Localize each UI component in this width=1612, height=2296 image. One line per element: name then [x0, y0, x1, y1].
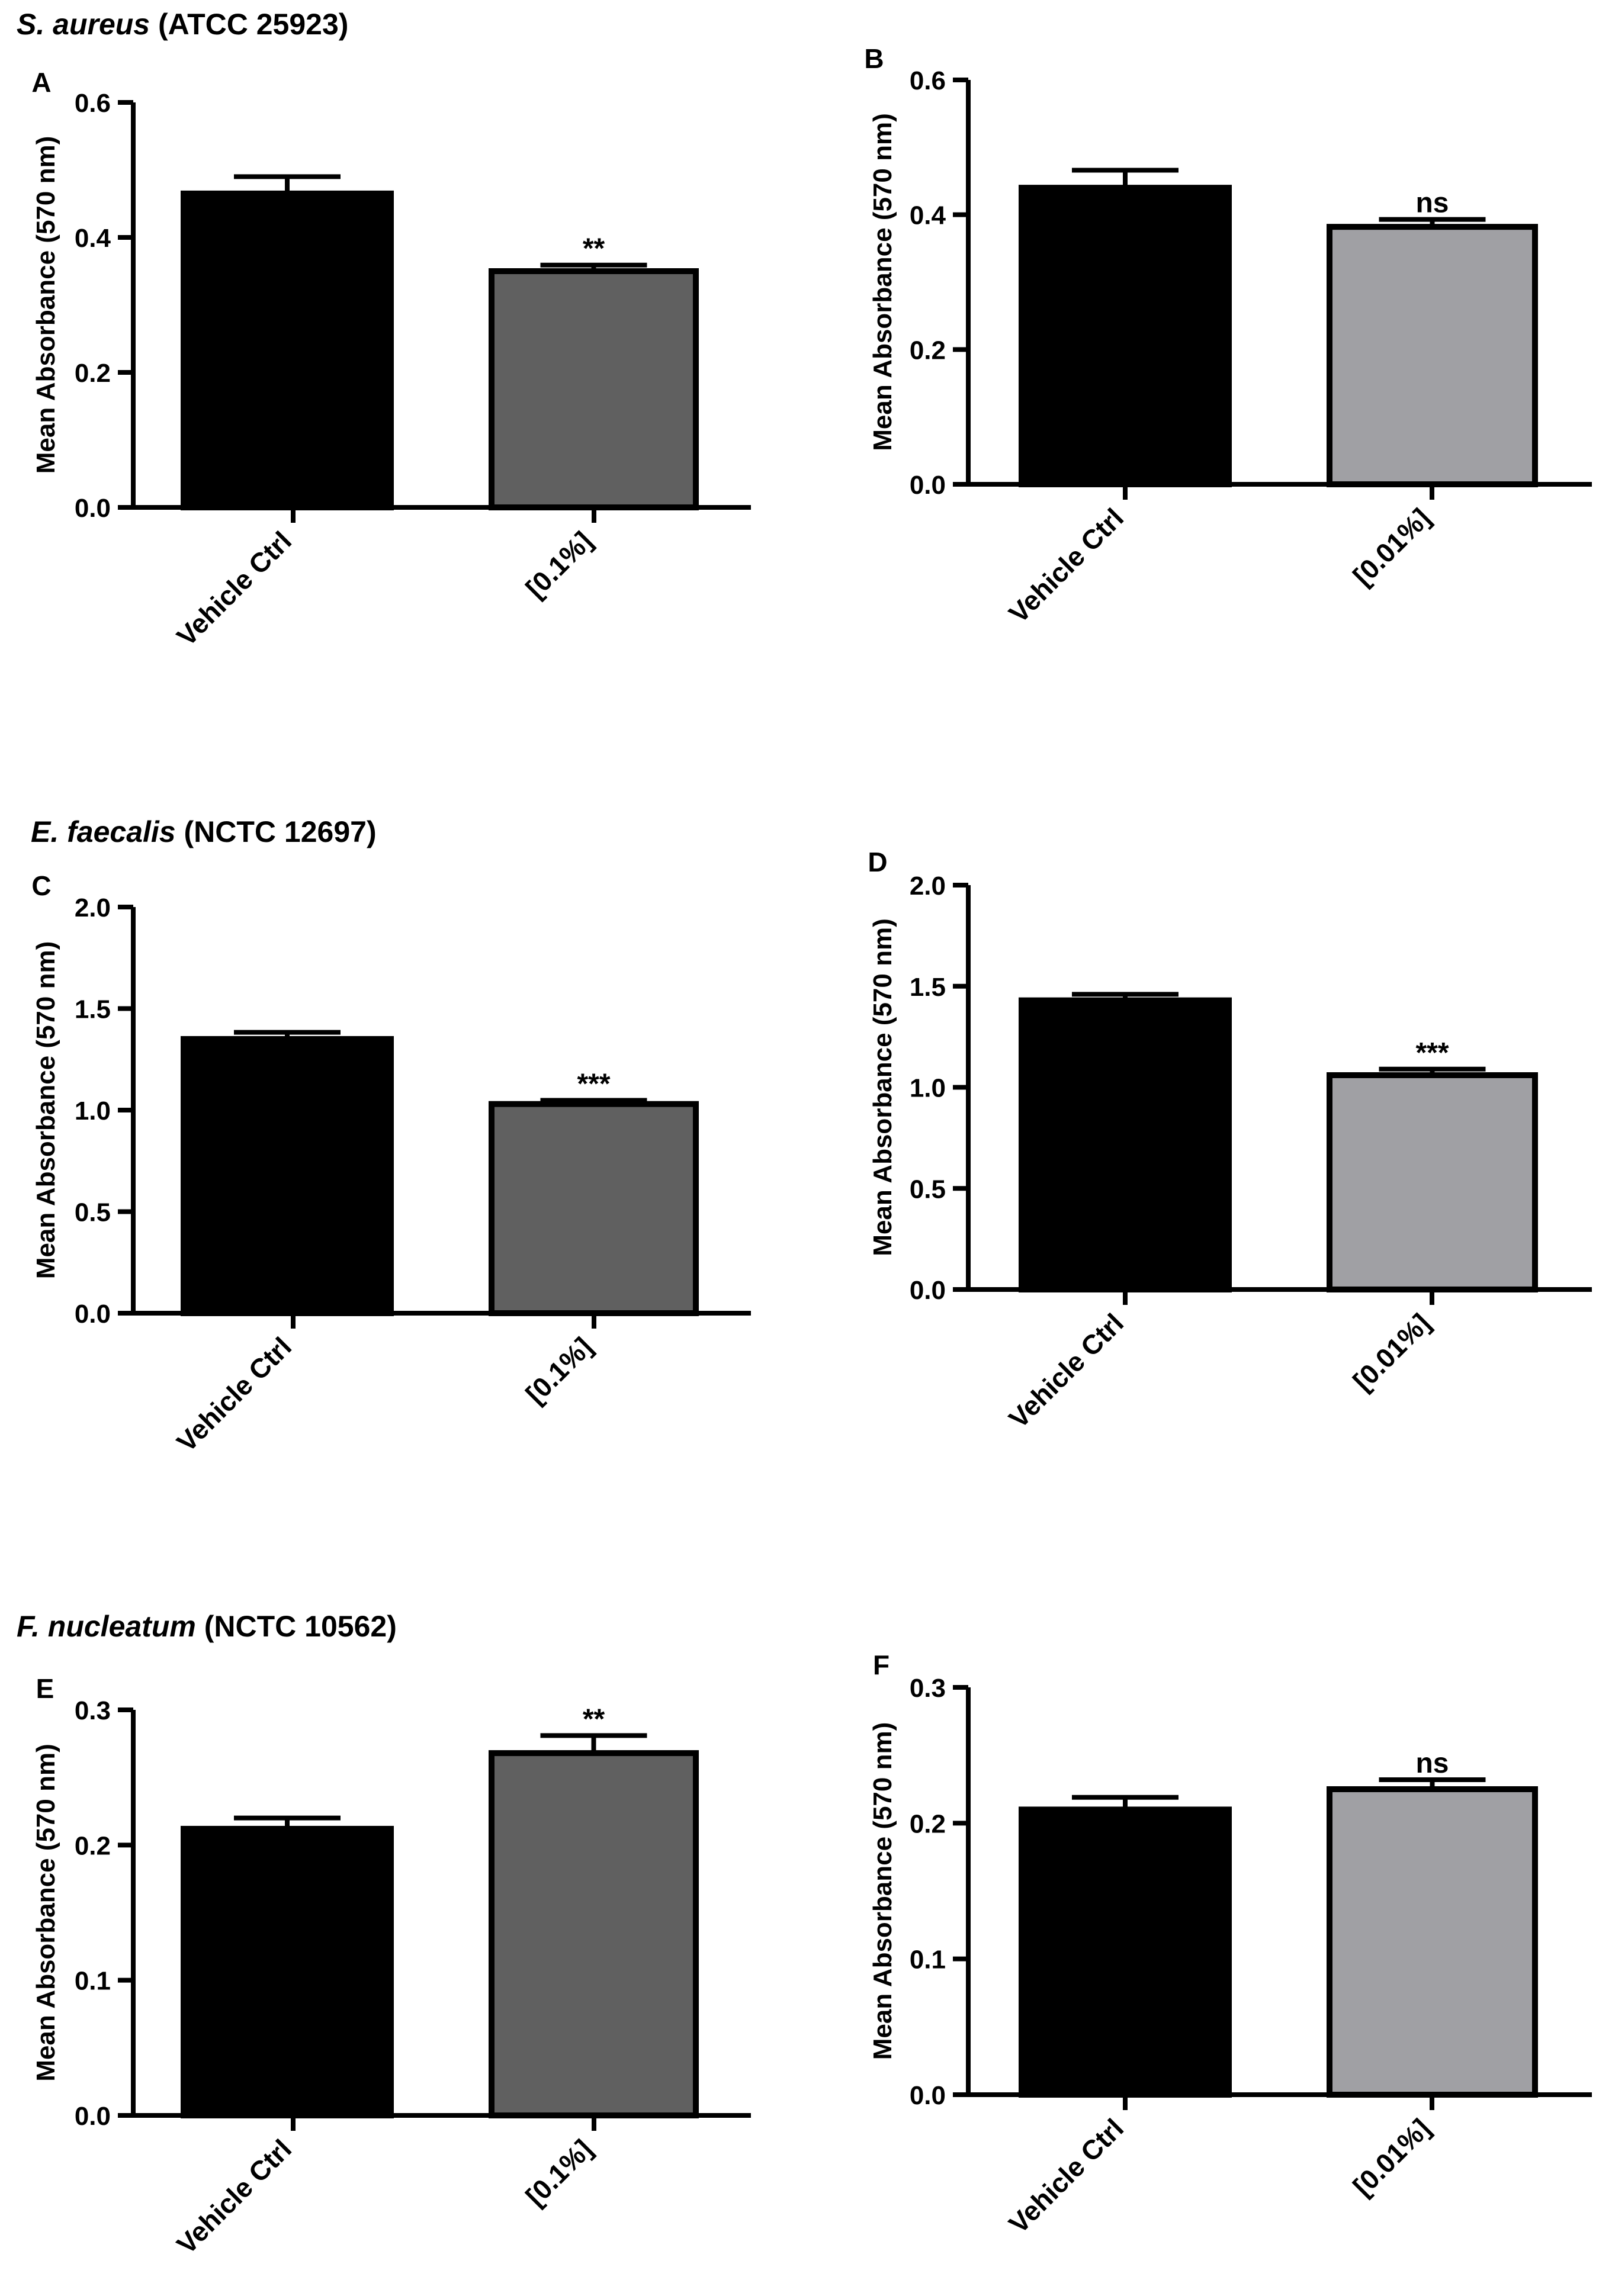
- significance-label: **: [583, 233, 605, 265]
- x-tick-label: Vehicle Ctrl: [171, 525, 297, 652]
- y-tick-label: 1.0: [910, 1074, 946, 1103]
- y-axis-label: Mean Absorbance (570 nm): [868, 113, 897, 451]
- y-tick-label: 0.0: [910, 471, 946, 500]
- y-axis-label: Mean Absorbance (570 nm): [31, 941, 60, 1279]
- y-tick-label: 0.1: [75, 1967, 111, 1996]
- x-tick-label: Vehicle Ctrl: [171, 1331, 297, 1458]
- y-axis-label: Mean Absorbance (570 nm): [31, 136, 60, 474]
- bar: [1327, 1072, 1538, 1292]
- y-tick-label: 0.2: [75, 1831, 111, 1860]
- bar: [1019, 185, 1232, 487]
- y-tick-label: 0.6: [75, 89, 111, 118]
- x-tick-label: Vehicle Ctrl: [1003, 2112, 1129, 2239]
- x-tick-label: [0.1%]: [519, 2133, 598, 2212]
- x-tick-label: [0.01%]: [1347, 502, 1436, 591]
- y-tick-label: 0.0: [75, 1300, 111, 1329]
- significance-label: ***: [577, 1069, 610, 1100]
- y-tick-label: 0.3: [75, 1696, 111, 1725]
- chart-panel-c: C Mean Absorbance (570 nm) *** 0.0 0.5 1.0 1.5…: [31, 870, 751, 1458]
- significance-label: **: [583, 1703, 605, 1735]
- x-tick-label: Vehicle Ctrl: [171, 2133, 297, 2260]
- panel-letter: C: [31, 870, 51, 901]
- bar: [181, 190, 394, 510]
- significance-label: ns: [1415, 188, 1449, 219]
- y-tick-label: 0.5: [910, 1175, 946, 1204]
- bar: [1327, 1786, 1538, 2098]
- chart-panel-d: D Mean Absorbance (570 nm) *** 0.0 0.5 1.0 1.5…: [868, 847, 1592, 1434]
- organism-title-e-faecalis: E. faecalis (NCTC 12697): [31, 815, 377, 848]
- chart-panel-f: F Mean Absorbance (570 nm) ns 0.0 0.1 0.2 0.3 V…: [868, 1649, 1592, 2239]
- significance-label: ns: [1415, 1748, 1449, 1779]
- y-tick-label: 2.0: [910, 872, 946, 901]
- y-tick-label: 0.0: [75, 494, 111, 523]
- bar: [1327, 224, 1538, 487]
- y-tick-label: 0.2: [75, 359, 111, 388]
- y-tick-label: 0.4: [910, 201, 946, 230]
- panel-letter: D: [868, 847, 887, 877]
- significance-label: ***: [1415, 1037, 1449, 1069]
- bar: [489, 268, 699, 510]
- bar: [1019, 1806, 1232, 2098]
- y-tick-label: 1.5: [910, 973, 946, 1002]
- panel-letter: B: [864, 43, 884, 74]
- organism-title-s-aureus: S. aureus (ATCC 25923): [17, 8, 349, 41]
- panel-letter: A: [31, 67, 51, 98]
- x-tick-label: [0.1%]: [519, 525, 598, 604]
- y-axis-label: Mean Absorbance (570 nm): [31, 1744, 60, 2082]
- x-tick-label: [0.1%]: [519, 1331, 598, 1410]
- y-tick-label: 0.5: [75, 1198, 111, 1227]
- y-tick-label: 0.4: [75, 224, 111, 253]
- panel-letter: E: [36, 1673, 54, 1704]
- y-axis-label: Mean Absorbance (570 nm): [868, 1722, 897, 2060]
- x-tick-label: Vehicle Ctrl: [1003, 502, 1129, 629]
- y-tick-label: 0.0: [75, 2102, 111, 2131]
- panel-letter: F: [873, 1649, 890, 1680]
- x-tick-label: [0.01%]: [1347, 2112, 1436, 2202]
- chart-panel-e: E Mean Absorbance (570 nm) ** 0.0 0.1 0.2 0.3 V…: [31, 1673, 751, 2260]
- x-tick-label: [0.01%]: [1347, 1307, 1436, 1397]
- chart-panel-b: B Mean Absorbance (570 nm) ns 0.0 0.2 0.4 0.6 V…: [864, 43, 1592, 629]
- y-axis-label: Mean Absorbance (570 nm): [868, 918, 897, 1256]
- y-tick-label: 0.0: [910, 2081, 946, 2110]
- bar: [181, 1036, 394, 1316]
- x-tick-label: Vehicle Ctrl: [1003, 1307, 1129, 1434]
- y-tick-label: 2.0: [75, 893, 111, 922]
- y-tick-label: 0.1: [910, 1946, 946, 1975]
- y-tick-label: 0.3: [910, 1674, 946, 1703]
- bar: [489, 1750, 699, 2118]
- y-tick-label: 1.0: [75, 1096, 111, 1126]
- y-tick-label: 0.6: [910, 66, 946, 95]
- y-tick-label: 0.0: [910, 1276, 946, 1305]
- chart-panel-a: A Mean Absorbance (570 nm) ** 0.0 0.2 0.4 0.6 V…: [31, 67, 751, 652]
- bar: [181, 1825, 394, 2119]
- organism-title-f-nucleatum: F. nucleatum (NCTC 10562): [17, 1610, 397, 1643]
- y-tick-label: 0.2: [910, 1809, 946, 1838]
- bar: [1019, 997, 1232, 1293]
- y-tick-label: 0.2: [910, 336, 946, 365]
- bar: [489, 1101, 699, 1316]
- y-tick-label: 1.5: [75, 995, 111, 1024]
